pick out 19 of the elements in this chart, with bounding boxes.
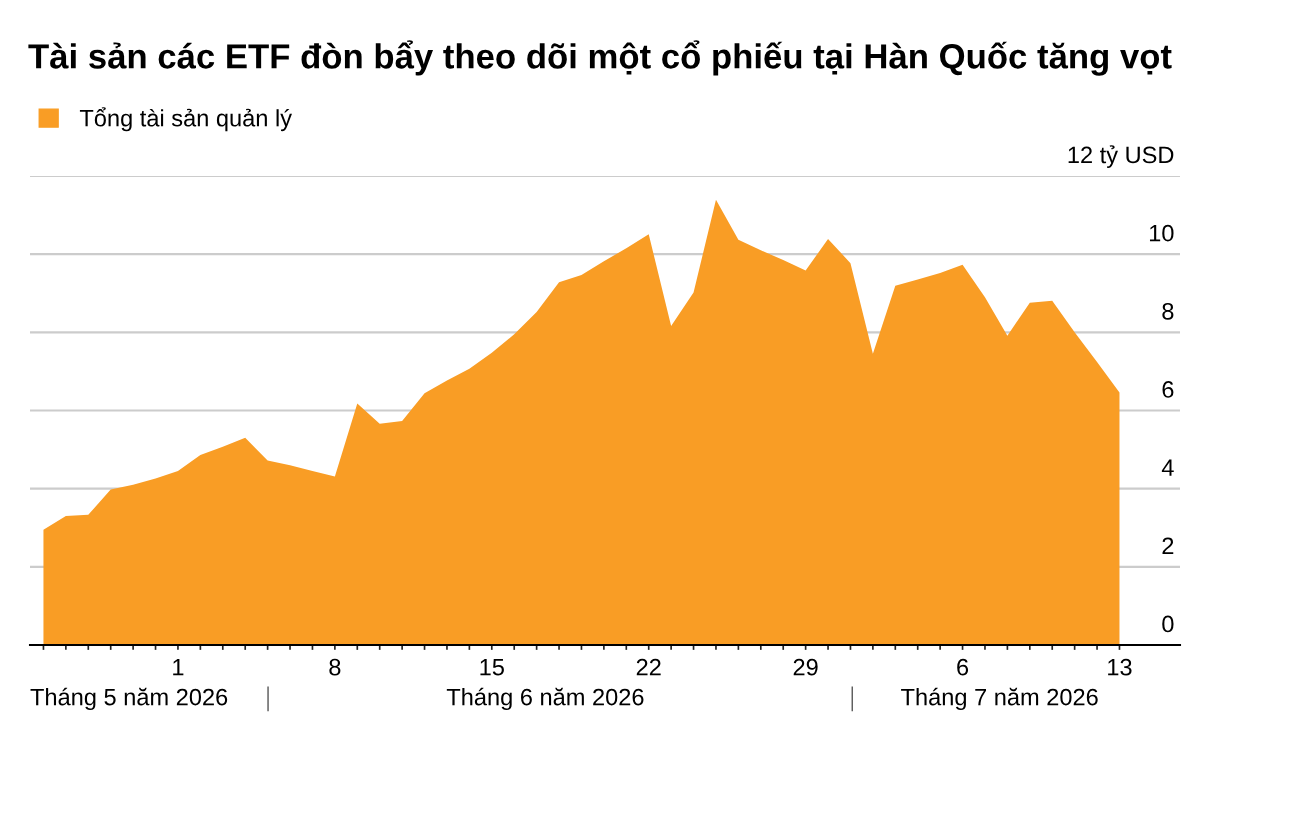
x-tick-label: 15 bbox=[480, 659, 504, 676]
y-tick-label: 4 bbox=[1161, 459, 1174, 476]
x-tick-label: 29 bbox=[793, 658, 818, 676]
text: Tháng 5 năm 2026 bbox=[30, 687, 228, 711]
x-tick-label: 13 bbox=[1108, 658, 1132, 676]
y-tick-label: 6 bbox=[1162, 381, 1174, 398]
x-tick-label: 1 bbox=[173, 659, 184, 676]
legend-label: Tổng tài sản quản lý bbox=[79, 107, 292, 132]
text: Tháng 7 năm 2026 bbox=[901, 687, 1098, 711]
y-tick-label: 0 bbox=[1162, 615, 1174, 633]
y-tick-label: 10 bbox=[1149, 224, 1174, 242]
text: Tháng 6 năm 2026 bbox=[446, 687, 644, 711]
x-tick-label: 8 bbox=[329, 658, 341, 676]
y-tick-label: 8 bbox=[1162, 302, 1174, 320]
chart-title: Tài sản các ETF đòn bẩy theo dõi một cổ phiếu tại Hàn Quốc tăng vọt bbox=[28, 40, 1172, 76]
x-tick-label: 6 bbox=[957, 658, 969, 676]
y-tick-label: 2 bbox=[1162, 537, 1174, 554]
y-tick-label: 12 tỷ USD bbox=[1068, 145, 1174, 168]
x-tick-label: 22 bbox=[636, 658, 661, 676]
